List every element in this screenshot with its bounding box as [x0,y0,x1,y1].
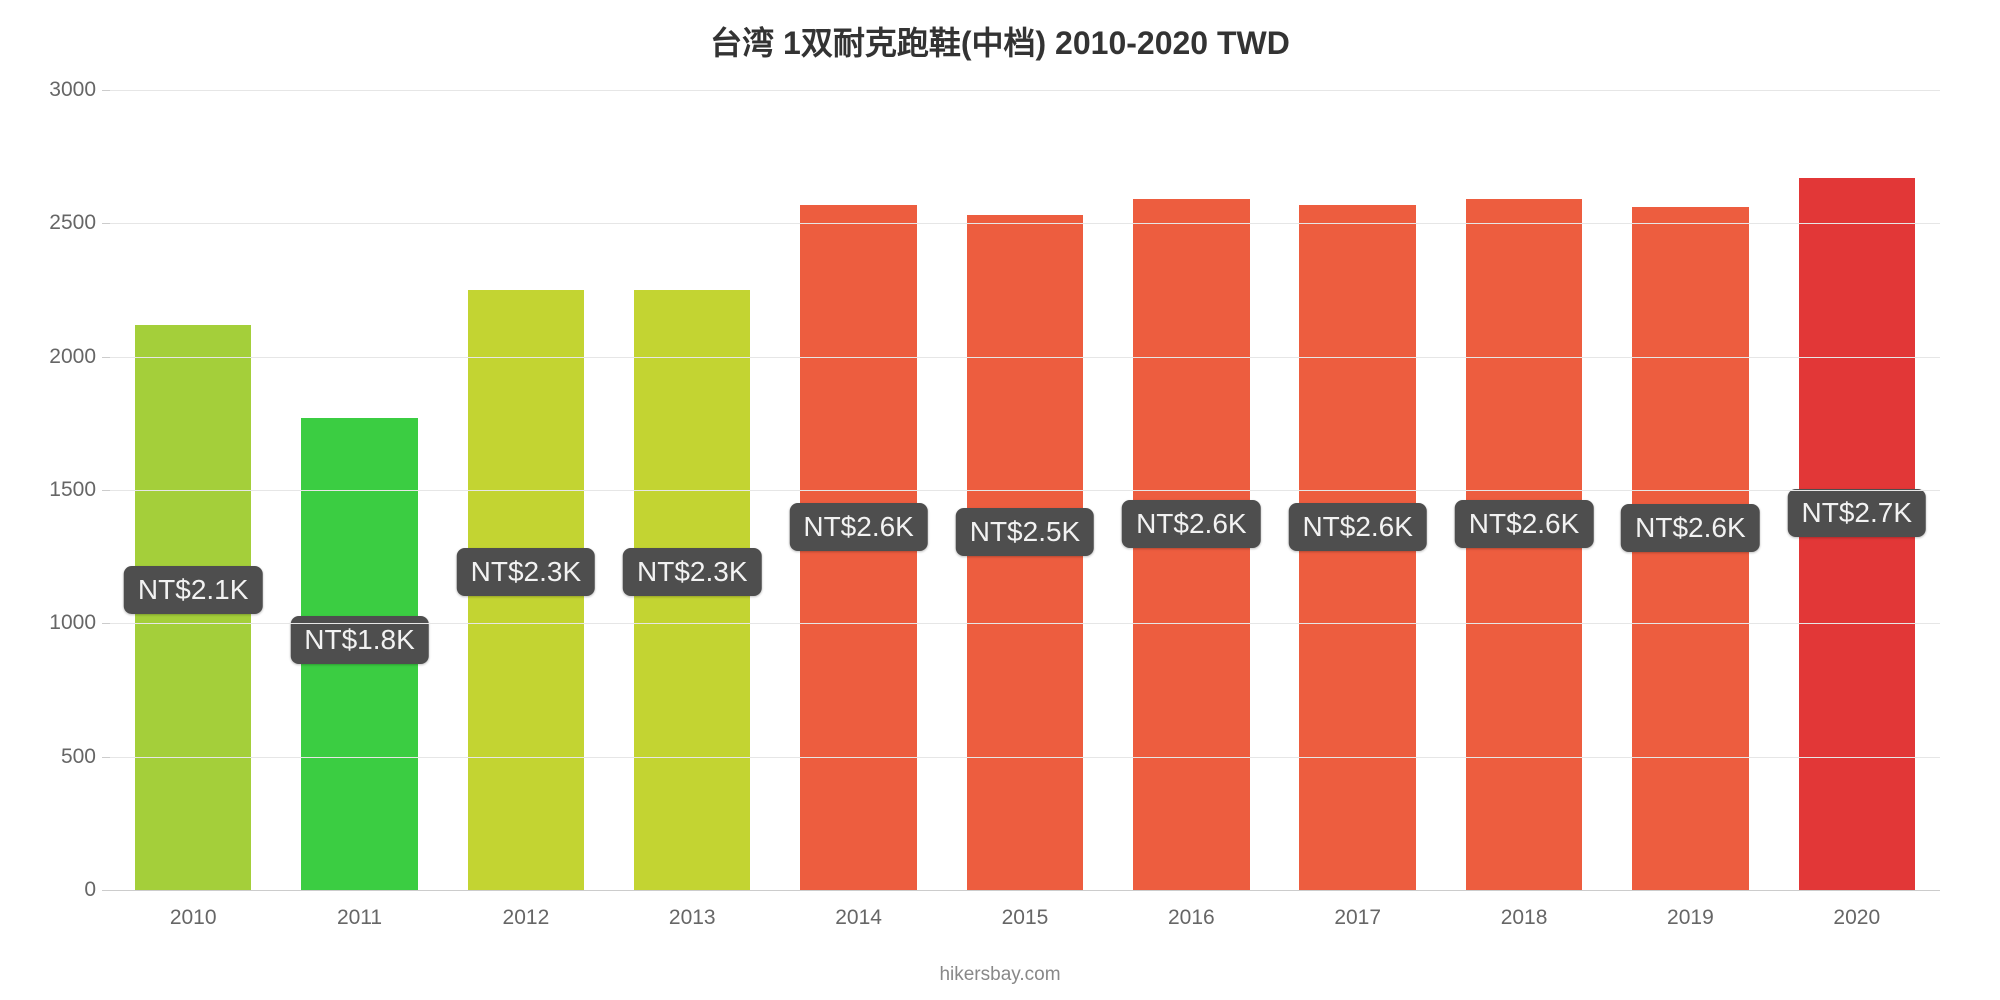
y-tick-label: 2500 [49,211,110,235]
x-tick-label: 2019 [1667,906,1714,930]
chart-container: 台湾 1双耐克跑鞋(中档) 2010-2020 TWD NT$2.1K2010N… [0,0,2000,1000]
value-badge: NT$2.3K [457,548,596,596]
x-tick-label: 2016 [1168,906,1215,930]
y-tick-label: 2000 [49,345,110,369]
gridline [110,357,1940,358]
x-tick-label: 2018 [1501,906,1548,930]
value-badge: NT$2.1K [124,566,263,614]
x-axis-line [110,890,1940,891]
attribution-text: hikersbay.com [0,964,2000,986]
y-tick-label: 0 [84,878,110,902]
x-tick-label: 2012 [503,906,550,930]
gridline [110,623,1940,624]
x-tick-label: 2011 [337,906,382,930]
y-tick-label: 1500 [49,478,110,502]
value-badge: NT$2.7K [1788,489,1927,537]
y-tick-label: 3000 [49,78,110,102]
value-badge: NT$2.6K [789,503,928,551]
gridline [110,490,1940,491]
value-badge: NT$2.6K [1455,500,1594,548]
value-badge: NT$2.6K [1288,503,1427,551]
gridline [110,90,1940,91]
value-badge: NT$2.5K [956,508,1095,556]
gridline [110,223,1940,224]
y-tick-label: 1000 [49,611,110,635]
x-tick-label: 2017 [1334,906,1381,930]
value-badge: NT$2.6K [1122,500,1261,548]
x-tick-label: 2015 [1002,906,1049,930]
chart-title: 台湾 1双耐克跑鞋(中档) 2010-2020 TWD [0,18,2000,64]
x-tick-label: 2020 [1833,906,1880,930]
x-tick-label: 2013 [669,906,716,930]
value-badge: NT$2.6K [1621,504,1760,552]
x-tick-label: 2010 [170,906,217,930]
value-badge: NT$2.3K [623,548,762,596]
x-tick-label: 2014 [835,906,882,930]
gridline [110,757,1940,758]
y-tick-label: 500 [61,745,110,769]
plot-area: NT$2.1K2010NT$1.8K2011NT$2.3K2012NT$2.3K… [110,90,1940,890]
